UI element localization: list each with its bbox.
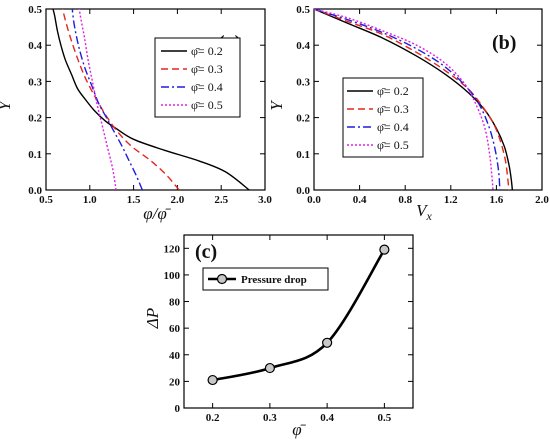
legend-entries: Pressure drop xyxy=(208,273,307,286)
x-tick-label: 0.3 xyxy=(263,412,277,424)
y-tick-label: 0.0 xyxy=(28,185,42,197)
series-line-4 xyxy=(314,9,494,190)
y-tick-label: 0 xyxy=(175,403,181,415)
series-line-3 xyxy=(71,9,144,190)
panel-a: 0.51.01.52.02.53.00.00.10.20.30.40.5 (a)… xyxy=(0,4,272,223)
data-point xyxy=(322,337,333,348)
x-axis-label: φ/φ̄ xyxy=(143,204,172,223)
x-tick-label: 2.5 xyxy=(214,194,228,206)
y-tick-label: 0.4 xyxy=(28,40,42,52)
data-point xyxy=(207,374,218,386)
legend-label: φ̄= 0.5 xyxy=(191,98,223,112)
y-tick-label: 0.4 xyxy=(296,40,310,52)
series-line-2 xyxy=(61,9,180,190)
legend-label: φ̄= 0.4 xyxy=(191,80,223,94)
x-tick-label: 1.0 xyxy=(83,194,97,206)
x-tick-label: 1.6 xyxy=(490,194,504,206)
y-axis-label: Y xyxy=(267,100,286,111)
y-tick-label: 0.2 xyxy=(296,113,310,125)
tick-group: 0.0 0.4 0.8 1.2 1.6 2.0 0.0 0.1 0.2 0.3 0.4 0.5 xyxy=(296,4,549,206)
legend-frame xyxy=(202,267,329,291)
plot-frame xyxy=(183,234,414,409)
x-tick-label: 1.5 xyxy=(127,194,141,206)
plot-frame xyxy=(313,8,543,191)
x-axis-label-subscript: x xyxy=(426,209,433,223)
legend: φ̄= 0.2 φ̄= 0.3 φ̄= 0.4 φ̄= 0.5 xyxy=(154,37,241,118)
data-point xyxy=(379,244,390,255)
plot-frame xyxy=(45,8,266,191)
x-tick-label: 2.0 xyxy=(535,194,549,206)
y-tick-label: 40 xyxy=(169,350,181,362)
legend-label: Pressure drop xyxy=(241,274,307,286)
x-tick-label: 0.5 xyxy=(39,194,53,206)
y-tick-label: 0.0 xyxy=(296,185,310,197)
x-tick-label: 0.2 xyxy=(206,412,220,424)
panel-label: (b) xyxy=(492,32,516,54)
legend-marker xyxy=(216,273,228,285)
series-group xyxy=(314,9,514,190)
y-axis-label: ΔP xyxy=(143,308,162,329)
tick-group: 0.2 0.3 0.4 0.5 0 20 40 60 80 100 120 xyxy=(164,235,413,424)
legend-label: φ̄= 0.5 xyxy=(377,138,409,152)
x-axis-label-main: V xyxy=(416,201,429,220)
y-tick-label: 0.5 xyxy=(296,4,310,16)
y-axis-label: Y xyxy=(0,100,14,111)
x-tick-label: 0.8 xyxy=(398,194,412,206)
panel-c: 0.2 0.3 0.4 0.5 0 20 40 60 80 100 120 (c) ΔP φ̄ Pr… xyxy=(143,234,414,439)
x-tick-label: 0.0 xyxy=(307,194,321,206)
x-tick-label: 0.4 xyxy=(320,412,334,424)
y-tick-label: 60 xyxy=(169,323,181,335)
y-tick-label: 20 xyxy=(169,376,181,388)
legend-label: φ̄= 0.3 xyxy=(191,62,223,76)
marker-group xyxy=(207,244,390,386)
x-tick-label: 0.5 xyxy=(378,412,392,424)
legend-label: φ̄= 0.4 xyxy=(377,120,409,134)
y-tick-label: 0.1 xyxy=(296,149,310,161)
data-point xyxy=(264,362,275,374)
series-line-4 xyxy=(78,9,117,190)
x-tick-label: 1.2 xyxy=(444,194,458,206)
series-line-1 xyxy=(52,9,250,190)
legend: φ̄= 0.2 φ̄= 0.3 φ̄= 0.4 φ̄= 0.5 xyxy=(342,77,424,158)
x-tick-label: 3.0 xyxy=(258,194,272,206)
y-tick-label: 0.1 xyxy=(28,149,42,161)
series-line-1 xyxy=(212,248,386,382)
legend-label: φ̄= 0.2 xyxy=(377,84,409,98)
legend-label: φ̄= 0.2 xyxy=(191,44,223,58)
legend-label: φ̄= 0.3 xyxy=(377,102,409,116)
panel-label: (c) xyxy=(195,241,217,263)
legend: Pressure drop xyxy=(202,267,329,291)
y-tick-label: 120 xyxy=(164,243,181,255)
series-group xyxy=(212,248,386,382)
y-tick-label: 0.5 xyxy=(28,4,42,16)
x-tick-label: 2.0 xyxy=(171,194,185,206)
y-tick-label: 0.3 xyxy=(28,76,42,88)
series-group xyxy=(52,9,250,190)
legend-entries: φ̄= 0.2 φ̄= 0.3 φ̄= 0.4 φ̄= 0.5 xyxy=(161,44,223,112)
legend-entries: φ̄= 0.2 φ̄= 0.3 φ̄= 0.4 φ̄= 0.5 xyxy=(347,84,409,152)
tick-group: 0.5 1.0 1.5 2.0 2.5 3.0 0.0 0.1 0.2 0.3 0.4 0.5 xyxy=(28,4,272,206)
series-line-1 xyxy=(314,9,514,190)
x-axis-label: Vx xyxy=(416,201,432,223)
y-tick-label: 0.2 xyxy=(28,113,42,125)
x-axis-label: φ̄ xyxy=(292,420,306,439)
x-tick-label: 0.4 xyxy=(353,194,367,206)
y-tick-label: 0.3 xyxy=(296,76,310,88)
y-tick-label: 80 xyxy=(169,297,181,309)
y-tick-label: 100 xyxy=(164,270,181,282)
series-line-2 xyxy=(314,9,510,190)
panel-b: 0.0 0.4 0.8 1.2 1.6 2.0 0.0 0.1 0.2 0.3 0.4 0.5 (b)… xyxy=(267,4,549,223)
